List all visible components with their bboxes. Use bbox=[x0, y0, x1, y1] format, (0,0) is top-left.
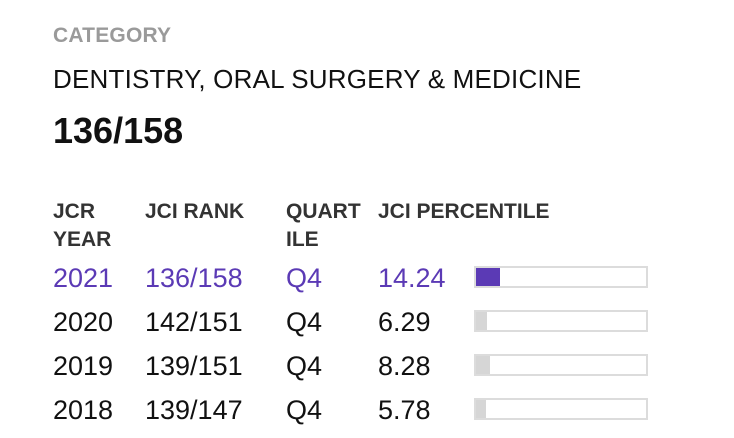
header-jci-percentile: JCI PERCENTILE bbox=[378, 200, 550, 223]
row-percentile: 8.28 bbox=[378, 351, 431, 381]
header-jcr-year: JCR YEAR bbox=[53, 200, 112, 251]
row-quartile: Q4 bbox=[286, 307, 323, 337]
row-quartile: Q4 bbox=[286, 395, 323, 425]
table-row: 2020 142/151 Q4 6.29 bbox=[0, 306, 734, 346]
table-row: 2019 139/151 Q4 8.28 bbox=[0, 350, 734, 390]
percentile-bar-fill bbox=[476, 356, 491, 374]
row-percentile: 5.78 bbox=[378, 395, 431, 425]
category-label: CATEGORY bbox=[53, 24, 172, 47]
row-quartile: Q4 bbox=[286, 263, 323, 293]
percentile-bar-fill bbox=[476, 400, 486, 418]
row-rank: 142/151 bbox=[145, 307, 243, 337]
row-rank: 136/158 bbox=[145, 263, 243, 293]
table-row: 2018 139/147 Q4 5.78 bbox=[0, 394, 734, 434]
percentile-bar-fill bbox=[476, 312, 487, 330]
row-quartile: Q4 bbox=[286, 351, 323, 381]
percentile-bar bbox=[474, 310, 648, 332]
category-name: DENTISTRY, ORAL SURGERY & MEDICINE bbox=[53, 64, 582, 94]
row-rank: 139/151 bbox=[145, 351, 243, 381]
row-year: 2018 bbox=[53, 395, 114, 425]
row-year: 2021 bbox=[53, 263, 114, 293]
header-jci-rank: JCI RANK bbox=[145, 200, 245, 223]
percentile-bar bbox=[474, 266, 648, 288]
row-rank: 139/147 bbox=[145, 395, 243, 425]
percentile-bar-fill bbox=[476, 268, 501, 286]
category-rank: 136/158 bbox=[53, 110, 184, 151]
table-row: 2021 136/158 Q4 14.24 bbox=[0, 262, 734, 302]
row-percentile: 14.24 bbox=[378, 263, 446, 293]
percentile-bar bbox=[474, 354, 648, 376]
percentile-bar bbox=[474, 398, 648, 420]
row-year: 2019 bbox=[53, 351, 114, 381]
row-percentile: 6.29 bbox=[378, 307, 431, 337]
header-quartile: QUART ILE bbox=[286, 200, 361, 251]
row-year: 2020 bbox=[53, 307, 114, 337]
